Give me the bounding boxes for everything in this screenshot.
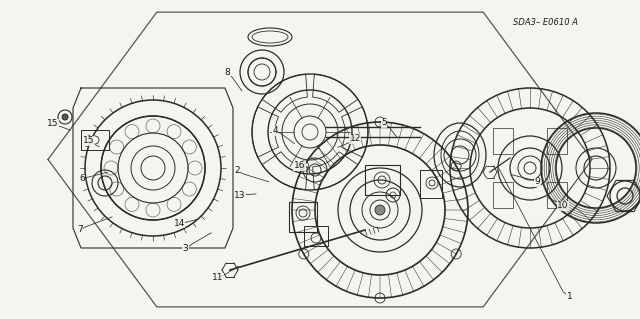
Bar (547, 182, 567, 208)
Text: 2: 2 (234, 166, 239, 175)
Bar (365, 165, 400, 195)
Bar (547, 128, 567, 154)
Text: 8: 8 (225, 68, 230, 77)
Text: 16: 16 (294, 161, 305, 170)
Bar (289, 202, 317, 232)
Bar (420, 170, 442, 198)
Text: 6: 6 (79, 174, 84, 183)
Text: 11: 11 (212, 273, 223, 282)
Text: 9: 9 (535, 177, 540, 186)
Text: 1: 1 (567, 292, 572, 301)
Text: SDA3– E0610 A: SDA3– E0610 A (513, 19, 578, 27)
Text: 5: 5 (381, 118, 387, 127)
Circle shape (62, 114, 68, 120)
Text: 12: 12 (349, 134, 361, 143)
Text: 4: 4 (273, 126, 278, 135)
Text: 13: 13 (234, 191, 246, 200)
Bar (493, 182, 513, 208)
Text: 7: 7 (77, 225, 83, 234)
Text: 14: 14 (173, 219, 185, 228)
Circle shape (375, 205, 385, 215)
Bar (81, 130, 109, 150)
Text: 3: 3 (183, 244, 188, 253)
Bar (493, 128, 513, 154)
Text: 15: 15 (47, 119, 58, 128)
Text: 10: 10 (557, 201, 569, 210)
Bar (304, 226, 328, 246)
Text: 15: 15 (83, 137, 94, 145)
